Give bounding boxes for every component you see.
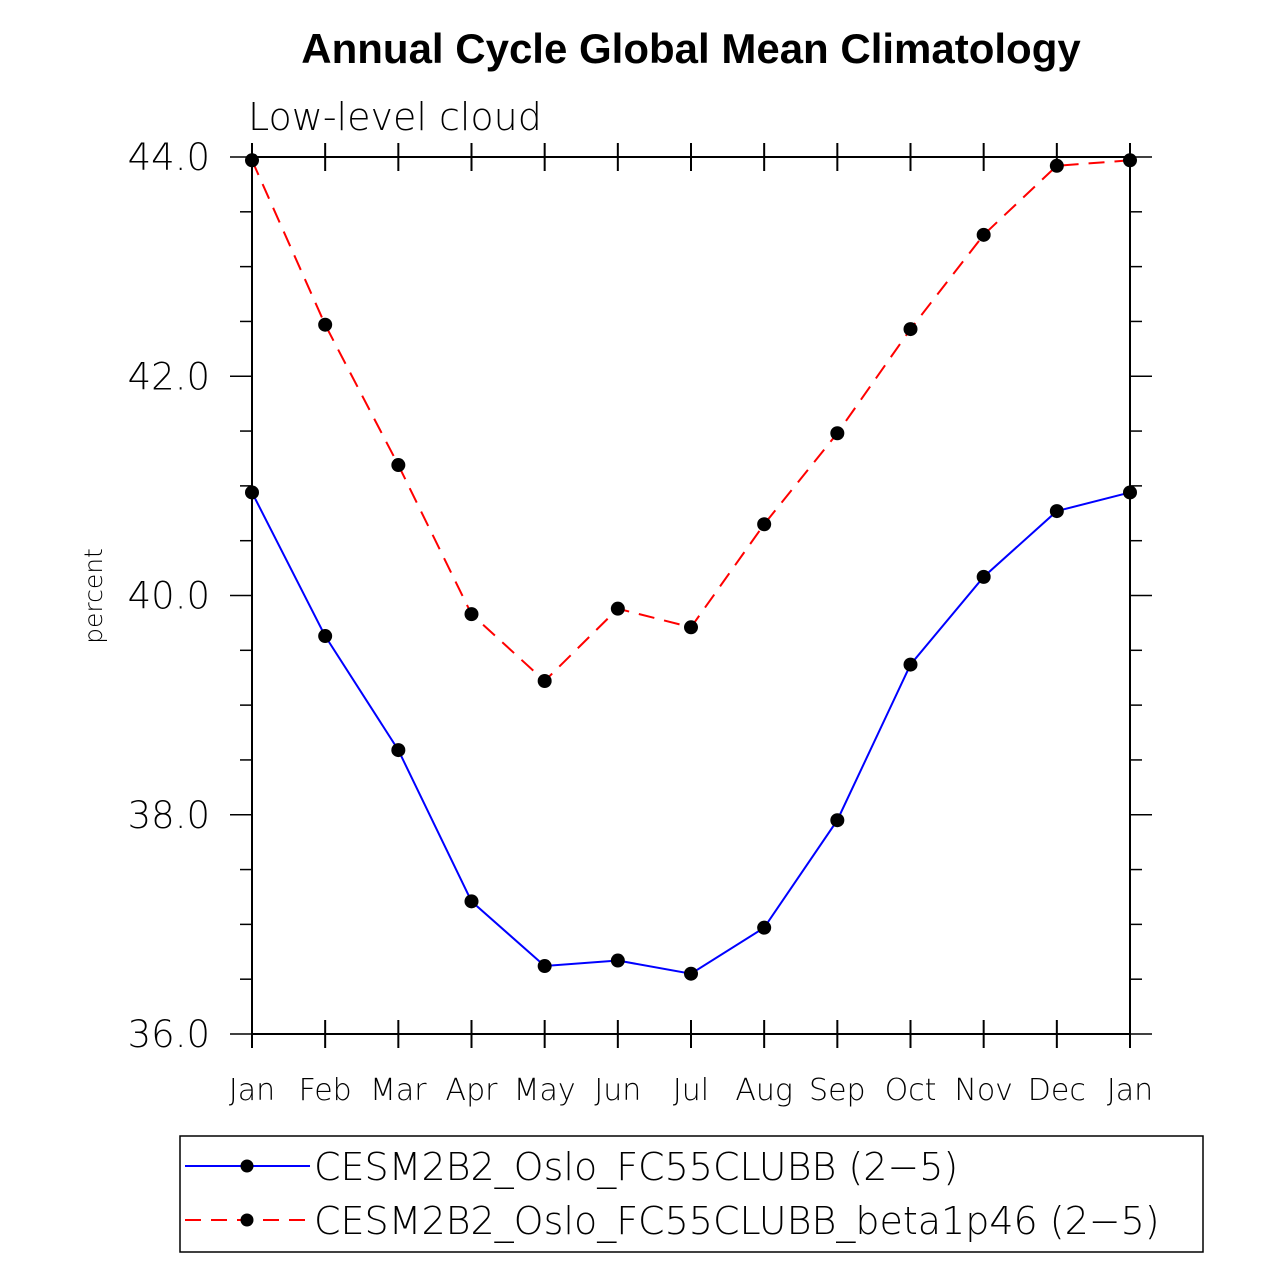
x-tick-label: Oct (885, 1073, 937, 1108)
series-2-line (251, 159, 1131, 683)
x-tick-label: Aug (735, 1073, 793, 1108)
legend-series-2-marker (240, 1213, 254, 1227)
series-2-point (1123, 153, 1137, 168)
y-axis-tick-labels: 36.0 38.0 40.0 42.0 44.0 (128, 136, 210, 1056)
x-tick-label: May (514, 1073, 576, 1108)
series-2-point (245, 153, 259, 168)
series-2-point (757, 517, 772, 532)
series-1-point (610, 953, 625, 968)
series-2-point (830, 426, 845, 441)
series-1-point (318, 629, 333, 644)
x-tick-label: Nov (954, 1073, 1013, 1108)
series-2-point (903, 322, 918, 337)
chart-subtitle: Low-level cloud (248, 95, 542, 139)
series-1-point (537, 959, 552, 974)
series-points (245, 153, 1137, 981)
chart-title: Annual Cycle Global Mean Climatology (301, 25, 1081, 72)
x-tick-label: Jul (673, 1073, 709, 1108)
y-tick-label: 36.0 (128, 1013, 210, 1056)
series-1-point (684, 966, 698, 981)
series-2-point (684, 620, 698, 635)
x-tick-label: Dec (1028, 1073, 1086, 1108)
series-2-point (976, 227, 991, 242)
y-tick-label: 40.0 (128, 575, 210, 618)
series-2-point (391, 458, 406, 473)
series-1-point (830, 813, 845, 828)
series-2-point (537, 674, 552, 689)
series-2-point (318, 317, 333, 332)
series-1-line (251, 491, 1131, 975)
legend-series-1-label: CESM2B2_Oslo_FC55CLUBB (2−5) (314, 1145, 958, 1190)
plot-frame (251, 156, 1131, 1035)
x-tick-label: Jun (594, 1073, 641, 1108)
y-tick-label: 42.0 (128, 355, 210, 398)
x-axis-tick-labels: Jan Feb Mar Apr May Jun Jul Aug Sep Oct Nov Dec Jan (229, 1073, 1153, 1108)
series-lines (251, 159, 1131, 975)
y-tick-label: 44.0 (128, 136, 210, 179)
x-tick-label: Jan (1107, 1073, 1153, 1108)
x-axis-ticks (251, 143, 1131, 1048)
series-1-point (903, 657, 918, 672)
legend-series-2-label: CESM2B2_Oslo_FC55CLUBB_beta1p46 (2−5) (314, 1199, 1160, 1244)
x-tick-label: Sep (809, 1073, 866, 1108)
series-2-point (464, 607, 479, 622)
legend-series-1-marker (240, 1159, 254, 1173)
series-1-point (245, 485, 259, 500)
x-tick-label: Feb (299, 1073, 352, 1108)
legend-box (179, 1135, 1204, 1253)
y-tick-label: 38.0 (128, 794, 210, 837)
y-axis-ticks (230, 156, 1152, 1035)
legend: CESM2B2_Oslo_FC55CLUBB (2−5) CESM2B2_Osl… (179, 1135, 1204, 1253)
y-axis-label: percent (79, 548, 108, 644)
series-1-point (757, 920, 772, 935)
series-2-point (610, 601, 625, 616)
series-1-point (1049, 504, 1064, 519)
x-tick-label: Jan (229, 1073, 275, 1108)
series-2-point (1049, 158, 1064, 173)
series-1-point (976, 569, 991, 584)
series-1-point (391, 743, 406, 758)
series-1-point (464, 894, 479, 909)
x-tick-label: Apr (446, 1073, 499, 1108)
x-tick-label: Mar (370, 1073, 427, 1108)
series-1-point (1123, 485, 1137, 500)
